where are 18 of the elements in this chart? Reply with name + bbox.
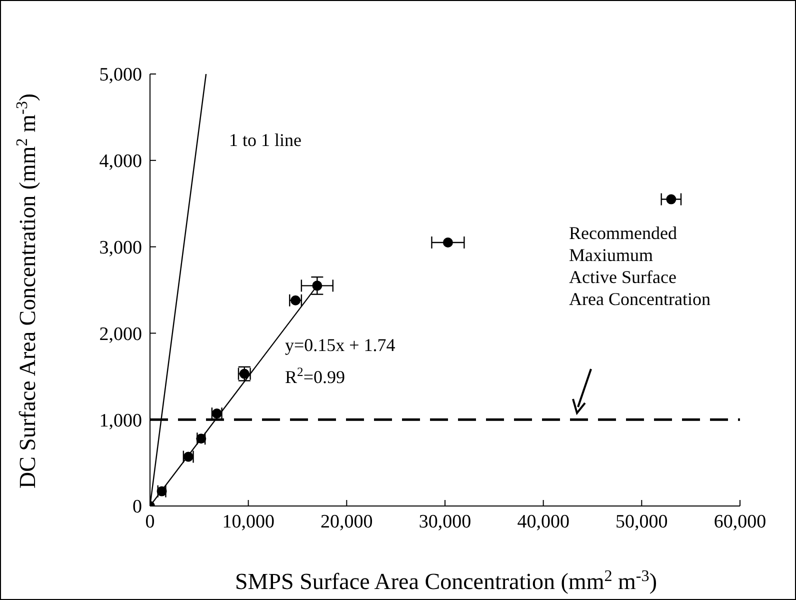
y-tick-label: 5,000 — [99, 64, 142, 86]
x-tick-label: 60,000 — [714, 511, 766, 532]
x-tick-label: 20,000 — [320, 511, 373, 532]
annotation: R$^{2}$=0.99 — [285, 365, 345, 387]
x-tick-label: 50,000 — [616, 511, 668, 532]
y-tick-label: 0 — [132, 496, 142, 518]
y-tick-label: 2,000 — [99, 324, 142, 345]
x-axis-title: SMPS Surface Area Concentration (mm$^{2}$ m$^{-3}$) — [235, 568, 657, 594]
x-tick-label: 0 — [145, 511, 155, 532]
annotation: 1 to 1 line — [229, 130, 302, 150]
x-tick-label: 30,000 — [418, 511, 472, 532]
x-tick-label: 10,000 — [222, 511, 274, 532]
y-tick-label: 4,000 — [99, 151, 142, 172]
annotation: y=0.15x + 1.74 — [285, 335, 396, 355]
y-tick-label: 1,000 — [99, 410, 142, 432]
y-tick-label: 3,000 — [99, 238, 142, 259]
annotation: Recommended Maxiumum Active Surface Area Concentration — [569, 223, 710, 309]
x-tick-label: 40,000 — [517, 511, 570, 532]
